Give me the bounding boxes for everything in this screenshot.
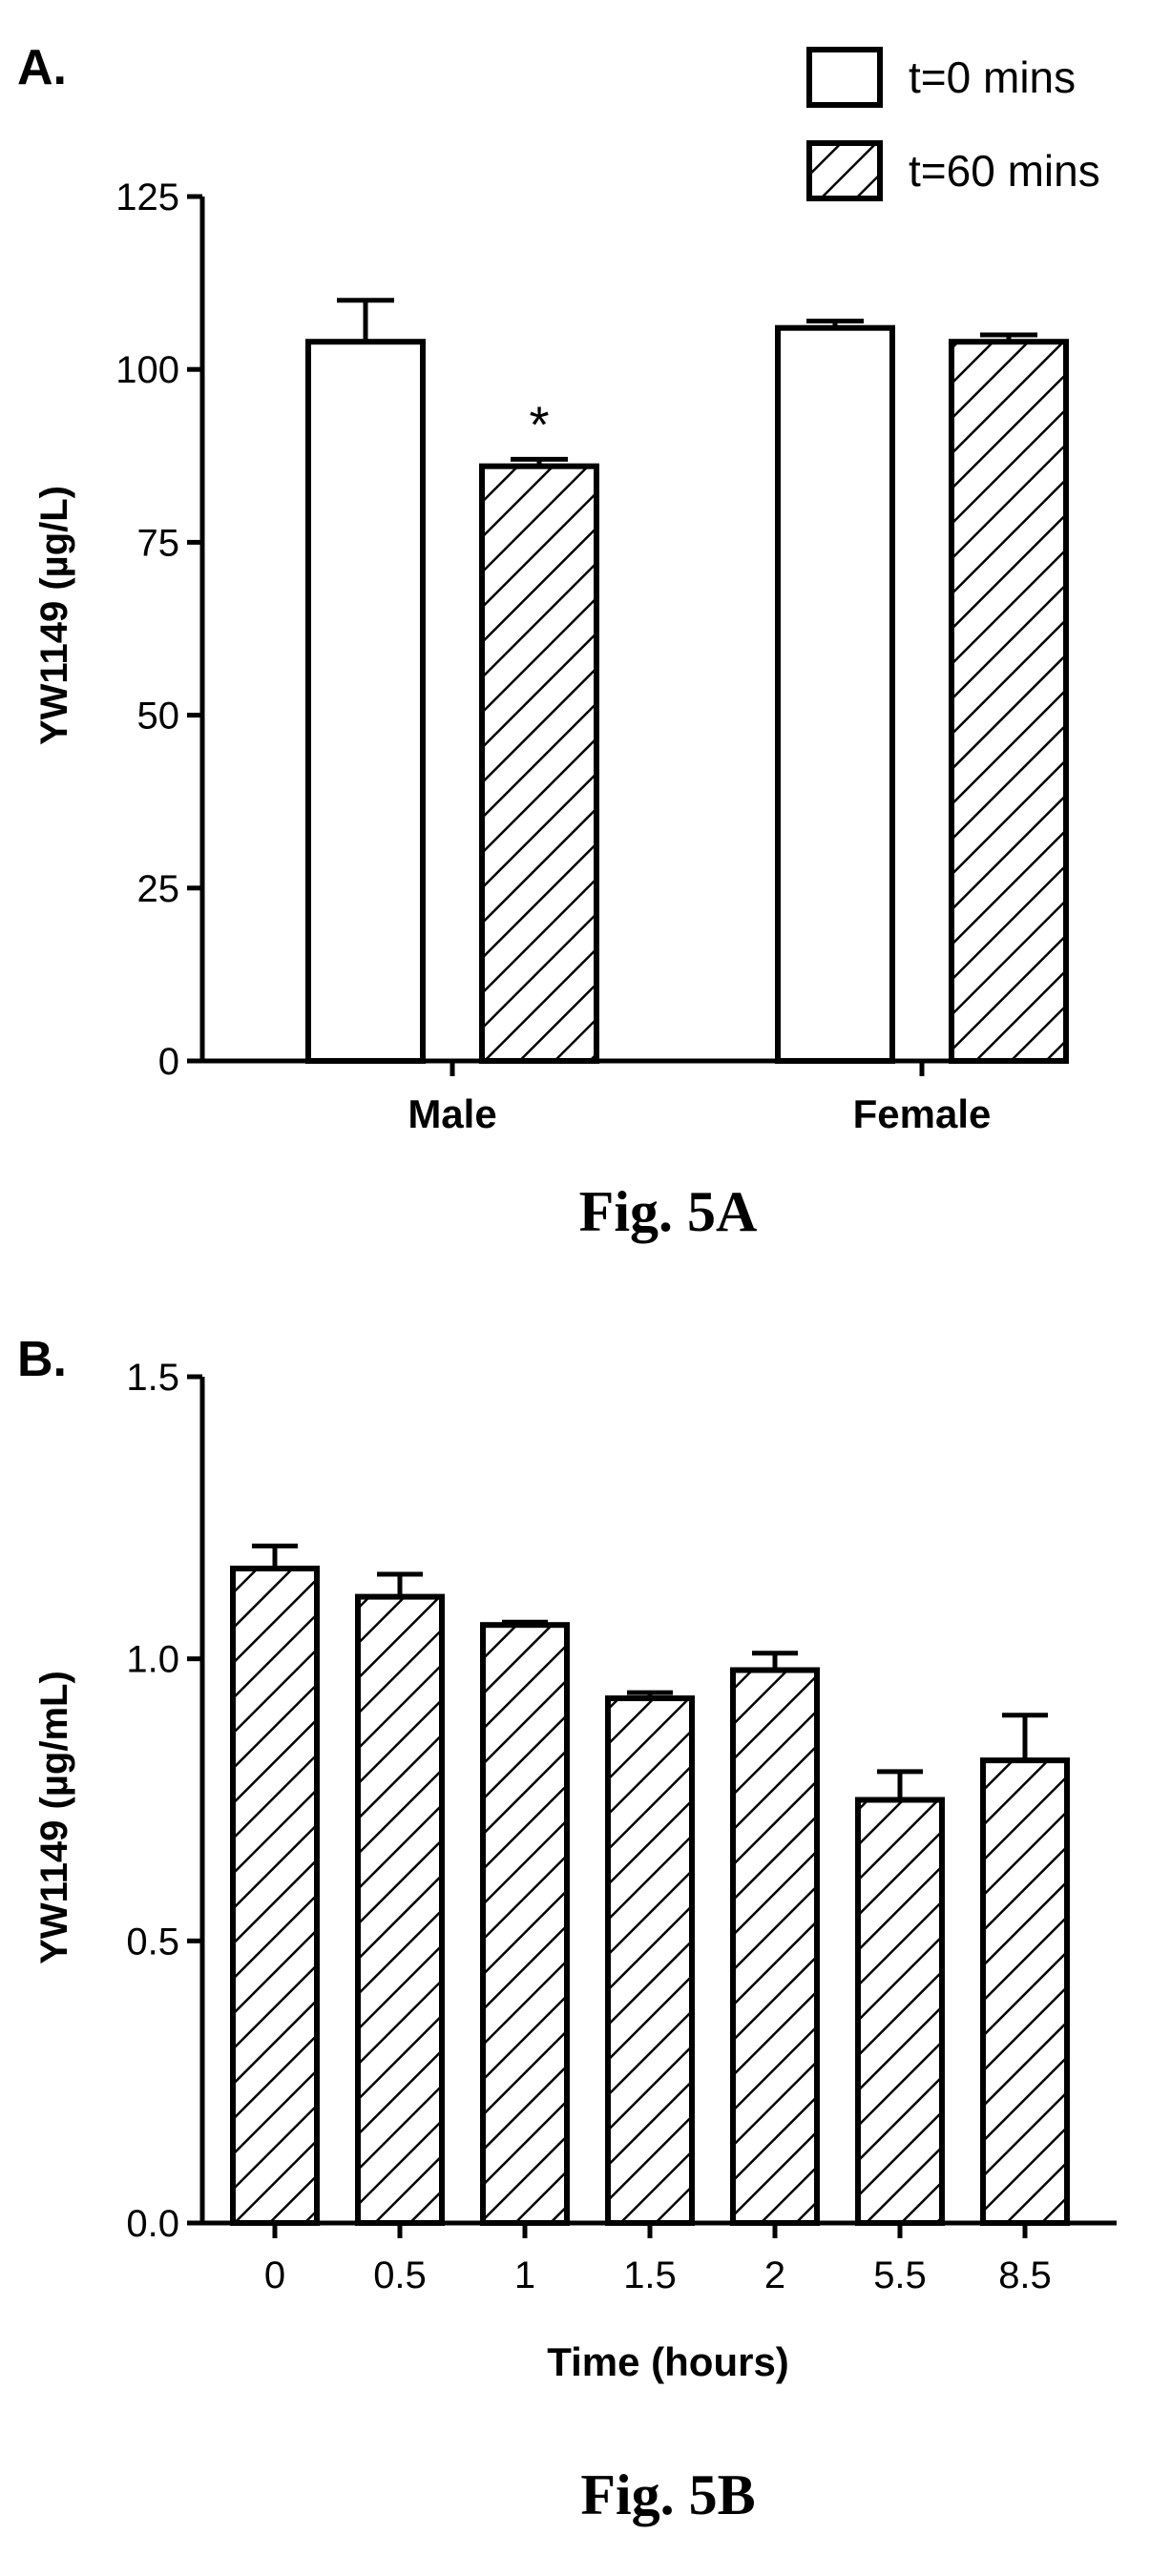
x-tick-label: 5.5 xyxy=(873,2254,927,2296)
x-tick-label: 2 xyxy=(764,2254,785,2296)
bar xyxy=(730,1667,820,2226)
bar xyxy=(230,1566,320,2226)
y-tick-label: 125 xyxy=(115,177,179,218)
legend-label: t=0 mins xyxy=(909,52,1076,102)
x-tick-label: 8.5 xyxy=(998,2254,1052,2296)
x-tick-label: Female xyxy=(853,1091,992,1136)
panel-a-caption: Fig. 5A xyxy=(579,1180,758,1243)
significance-asterisk: * xyxy=(529,396,549,453)
y-tick-label: 0.5 xyxy=(126,1921,179,1963)
panel-b-caption: Fig. 5B xyxy=(580,2463,755,2526)
panel-a-label: A. xyxy=(17,40,67,95)
y-tick-label: 75 xyxy=(137,522,180,564)
chart-panel-a: A. YW1149 (µg/L) 0 25 50 75 100 125 Male Femal… xyxy=(17,40,1100,1243)
bar xyxy=(479,463,599,1064)
y-tick-label: 50 xyxy=(137,696,180,737)
bar xyxy=(480,1622,570,2226)
x-tick-label: 1 xyxy=(514,2254,535,2296)
bar xyxy=(949,339,1069,1064)
x-tick-label: 1.5 xyxy=(623,2254,677,2296)
y-tick-label: 1.5 xyxy=(126,1357,179,1399)
bar xyxy=(775,324,895,1065)
x-tick-label: 0 xyxy=(264,2254,285,2296)
y-tick-label: 100 xyxy=(115,349,179,391)
panel-b-label: B. xyxy=(17,1332,67,1387)
bar xyxy=(305,339,426,1064)
y-tick-label: 0.0 xyxy=(126,2203,179,2245)
y-tick-label: 1.0 xyxy=(126,1639,179,1681)
panel-b-x-axis-label: Time (hours) xyxy=(547,2339,789,2384)
bar xyxy=(605,1695,695,2227)
x-tick-label: 0.5 xyxy=(373,2254,427,2296)
legend-swatch xyxy=(806,140,883,201)
y-tick-label: 0 xyxy=(158,1041,179,1083)
panel-a-bars: Male Female * xyxy=(305,298,1069,1136)
y-tick-label: 25 xyxy=(137,868,180,910)
bar xyxy=(980,1757,1070,2227)
panel-b-y-axis-label: YW1149 (µg/mL) xyxy=(33,1671,75,1964)
legend-label: t=60 mins xyxy=(909,146,1100,196)
chart-panel-b: B. YW1149 (µg/mL) 0.0 0.5 1.0 1.5 0 0.5 1 1.5 2… xyxy=(17,1332,1117,2526)
bar xyxy=(855,1797,945,2226)
legend-swatch xyxy=(806,47,883,108)
panel-b-bars: 0 0.5 1 1.5 2 5.5 8.5 xyxy=(230,1543,1070,2296)
panel-a-legend: t=0 mins t=60 mins xyxy=(806,47,1100,201)
bar xyxy=(355,1593,445,2226)
x-tick-label: Male xyxy=(408,1091,496,1136)
panel-a-y-axis-label: YW1149 (µg/L) xyxy=(33,486,75,745)
